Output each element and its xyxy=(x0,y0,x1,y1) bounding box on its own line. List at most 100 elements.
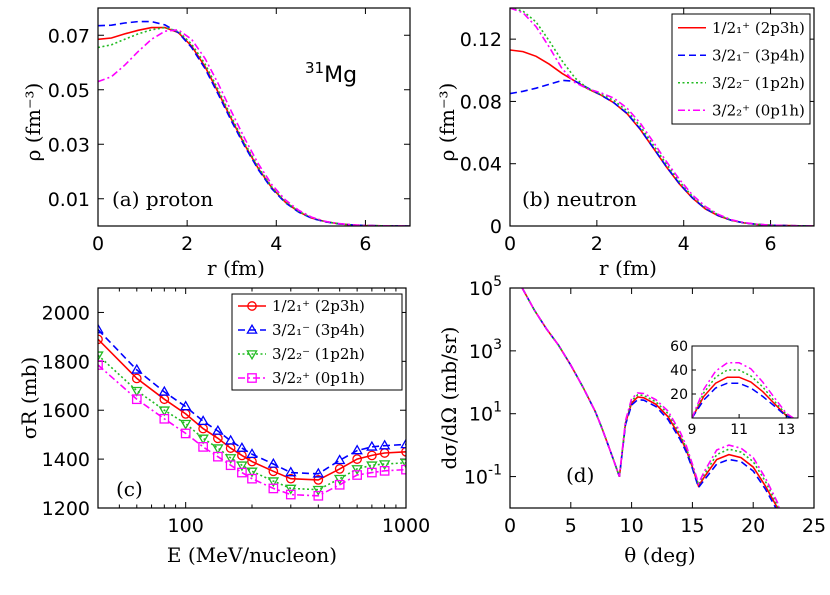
data-point xyxy=(98,351,104,362)
data-point xyxy=(197,434,209,445)
inset-x-tick-label: 11 xyxy=(730,422,748,438)
inset-series-line-4 xyxy=(692,362,794,418)
series-line-4 xyxy=(98,28,410,226)
data-point xyxy=(333,474,346,485)
x-tick-label: 4 xyxy=(678,233,690,255)
data-point xyxy=(158,385,171,396)
series-line-2 xyxy=(98,329,406,475)
x-tick-label: 6 xyxy=(765,233,777,255)
data-point xyxy=(131,373,142,384)
data-point xyxy=(400,438,406,449)
legend-entry: 3/2₁⁻ (3p4h) xyxy=(272,321,365,339)
data-point xyxy=(312,485,325,496)
x-tick-label: 2 xyxy=(181,233,193,255)
data-point xyxy=(98,323,104,334)
panel-label: (a) proton xyxy=(112,187,213,211)
legend: 1/2₁⁺ (2p3h) 3/2₁⁻ (3p4h) 3/2₂⁻ (1p2h) 3/2₂… xyxy=(231,293,403,391)
y-tick-label: 103 xyxy=(469,337,502,363)
x-tick-label: 6 xyxy=(359,233,371,255)
data-point xyxy=(131,394,142,405)
panel-b-neutron-density: 0 2 4 6 0 0.04 0.08 0.12 (b) neutron 1/2₁⁺ (2p3h)… xyxy=(435,7,815,280)
y-tick-label: 1600 xyxy=(42,400,90,422)
data-point xyxy=(246,467,258,478)
panel-d-differential-cross-section: 0 5 10 15 20 25 10-1 101 103 105 (d) θ (deg) dσ/dΩ (… xyxy=(437,274,826,567)
panel-c-reaction-cross-section: 100 1000 1200 1400 1600 1800 2000 (c) 1/2₁⁺ (2p3… xyxy=(17,287,430,567)
data-point xyxy=(198,442,208,452)
y-tick-label: 0.01 xyxy=(48,189,90,211)
y-tick-label: 0.07 xyxy=(48,25,90,47)
data-point xyxy=(351,444,363,455)
y-tick-label: 2000 xyxy=(42,302,90,324)
data-point xyxy=(225,460,236,471)
data-point xyxy=(197,415,209,426)
x-axis-label: E (MeV/nucleon) xyxy=(167,543,337,567)
series-line-1 xyxy=(98,338,406,481)
data-point xyxy=(334,479,345,490)
y-tick-label: 1400 xyxy=(42,449,90,471)
legend-entry: 3/2₂⁺ (0p1h) xyxy=(712,101,805,119)
x-tick-label: 15 xyxy=(680,515,704,537)
data-point xyxy=(247,473,257,484)
series-group xyxy=(510,8,814,226)
legend-box xyxy=(671,13,811,125)
x-tick-label: 2 xyxy=(591,233,603,255)
data-point xyxy=(352,454,362,464)
data-point xyxy=(334,464,345,474)
data-point xyxy=(379,465,390,476)
data-point xyxy=(179,419,192,430)
x-axis-label: r (fm) xyxy=(207,256,265,280)
data-point xyxy=(285,473,296,484)
data-point xyxy=(180,428,191,439)
y-tick-label: 0.05 xyxy=(48,80,90,102)
inset-y-tick-label: 60 xyxy=(670,339,688,355)
panel-a-proton-density: 0 2 4 6 0.01 0.03 0.05 0.07 (a) proton r (fm) ρ (f… xyxy=(21,7,411,280)
series-group xyxy=(521,288,780,508)
legend-marker xyxy=(246,323,258,334)
inset-series-line-2 xyxy=(692,382,794,418)
legend-entry: 1/2₁⁺ (2p3h) xyxy=(272,297,365,315)
inset-series-line-3 xyxy=(692,369,794,418)
y-tick-label: 0.08 xyxy=(460,91,502,113)
data-point xyxy=(367,467,377,478)
series-line-3 xyxy=(510,8,814,226)
y-tick-label: 0.03 xyxy=(48,134,90,156)
legend-marker xyxy=(247,301,257,311)
legend-entry: 3/2₂⁻ (1p2h) xyxy=(712,74,805,92)
data-point xyxy=(312,467,325,478)
nucleus-symbol: Mg xyxy=(324,63,357,88)
y-tick-label: 0.04 xyxy=(460,154,502,176)
data-point xyxy=(212,444,224,455)
x-tick-label: 0 xyxy=(92,233,104,255)
series-group xyxy=(98,323,406,501)
inset-series-line-1 xyxy=(692,376,794,418)
x-tick-label: 20 xyxy=(741,515,765,537)
plot-frame xyxy=(509,287,815,509)
y-axis-label: ρ (fm⁻³) xyxy=(21,83,45,162)
data-point xyxy=(267,457,280,468)
data-point xyxy=(285,484,297,495)
data-point xyxy=(285,489,296,500)
x-tick-label: 0 xyxy=(504,233,516,255)
legend-entry: 3/2₂⁻ (1p2h) xyxy=(272,345,365,363)
series-line-3 xyxy=(98,354,406,491)
data-point xyxy=(179,400,192,411)
x-tick-label: 1000 xyxy=(382,515,430,537)
y-tick-label: 105 xyxy=(469,274,502,300)
inset-frame xyxy=(691,345,799,419)
data-point xyxy=(313,490,324,501)
series-line-4 xyxy=(521,288,780,508)
nucleus-label: 31Mg xyxy=(305,59,357,88)
data-point xyxy=(268,483,279,494)
panel-label: (c) xyxy=(116,477,143,501)
y-tick-label: 10-1 xyxy=(464,463,502,489)
y-axis-label: dσ/dΩ (mb/sr) xyxy=(437,327,461,470)
x-tick-label: 5 xyxy=(565,515,577,537)
legend-box xyxy=(231,293,403,391)
data-point xyxy=(333,454,346,465)
legend: 1/2₁⁺ (2p3h) 3/2₁⁻ (3p4h) 3/2₂⁻ (1p2h) 3/2₂… xyxy=(671,13,811,125)
inset: 9 11 13 20 40 60 xyxy=(670,339,799,438)
inset-series-group xyxy=(692,362,794,418)
data-point xyxy=(236,461,248,472)
nucleus-mass: 31 xyxy=(305,59,324,77)
